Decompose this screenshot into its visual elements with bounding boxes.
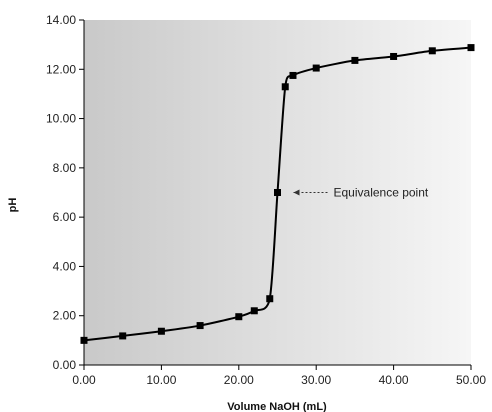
x-tick-label: 30.00 [301,373,331,387]
data-point [266,295,274,303]
data-point [274,189,281,196]
data-point [467,44,475,52]
y-tick-label: 0.00 [53,358,77,372]
x-tick-label: 10.00 [146,373,176,387]
y-tick-label: 4.00 [53,259,77,273]
y-tick-label: 2.00 [53,309,77,323]
y-tick-label: 14.00 [46,13,76,27]
y-axis-title: pH [7,198,19,213]
data-point [119,332,127,340]
x-tick-label: 50.00 [456,373,486,387]
data-point [351,56,359,64]
data-point [250,307,258,315]
x-tick-label: 0.00 [72,373,96,387]
data-point [80,336,88,344]
x-tick-label: 40.00 [379,373,409,387]
y-tick-label: 6.00 [53,210,77,224]
data-point [390,52,398,60]
data-point [196,322,204,330]
data-point [289,71,297,79]
data-point [281,83,289,91]
annotation-arrowhead [293,189,300,196]
x-tick-label: 20.00 [224,373,254,387]
equivalence-point-label: Equivalence point [334,186,429,200]
y-tick-label: 10.00 [46,112,76,126]
y-tick-label: 8.00 [53,161,77,175]
data-point [428,47,436,55]
data-point [235,313,243,321]
y-tick-label: 12.00 [46,62,76,76]
x-axis-title: Volume NaOH (mL) [227,401,327,412]
data-point [157,327,165,335]
data-point [312,64,320,72]
